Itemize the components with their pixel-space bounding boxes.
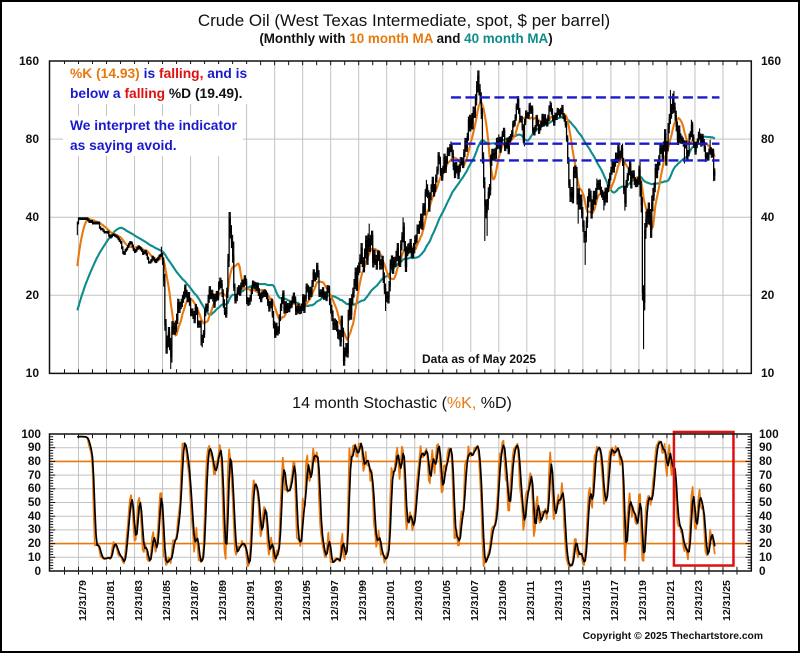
stoch-d-line — [77, 435, 716, 567]
x-axis-tick-label: 12/31/23 — [692, 580, 705, 621]
main-y-tick-label: 160 — [18, 54, 39, 68]
stoch-y-tick-label: 0 — [34, 563, 41, 578]
annotation-line: below a falling %D (19.49). — [70, 84, 247, 104]
annotation-line: %K (14.93) is falling, and is — [70, 64, 247, 84]
main-y-tick-label: 160 — [761, 54, 782, 68]
stoch-k-line — [77, 435, 716, 568]
main-y-tick-label: 40 — [761, 210, 775, 225]
stoch-y-tick-label: 60 — [759, 481, 773, 496]
stoch-y-tick-label: 70 — [759, 467, 773, 482]
chart-subtitle: (Monthly with 10 month MA and 40 month M… — [6, 31, 800, 46]
main-y-tick-label: 10 — [761, 366, 775, 381]
x-axis-tick-label: 12/31/91 — [244, 580, 257, 621]
chart-title: Crude Oil (West Texas Intermediate, spot… — [197, 11, 611, 30]
annotation-text-part: and is — [203, 66, 248, 81]
main-y-tick-label: 40 — [25, 210, 39, 225]
stoch-y-tick-label: 60 — [27, 481, 41, 496]
stoch-y-tick-label: 100 — [759, 426, 779, 441]
annotation-text-part: as saying avoid. — [70, 138, 177, 153]
annotation-text-part: We interpret the indicator — [70, 118, 237, 133]
x-axis-tick-label: 12/31/85 — [160, 580, 173, 621]
stoch-title-part: 14 month Stochastic ( — [292, 395, 447, 412]
annotation-text-part: falling, — [158, 66, 204, 81]
x-axis-tick-label: 12/31/99 — [356, 580, 369, 621]
annotation-text-part: is — [139, 66, 159, 81]
copyright-note: Copyright © 2025 Thechartstore.com — [582, 631, 763, 642]
recent-highlight-box — [672, 430, 735, 567]
x-axis-tick-label: 12/31/03 — [412, 580, 425, 621]
stoch-y-tick-label: 90 — [27, 440, 41, 455]
main-y-tick-label: 80 — [25, 132, 39, 147]
x-axis-tick-label: 12/31/01 — [384, 580, 397, 621]
stoch-y-tick-label: 20 — [27, 536, 41, 551]
annotation-text-part: %D (19.49). — [165, 86, 243, 101]
main-frame — [48, 60, 753, 375]
x-axis-tick-label: 12/31/07 — [468, 580, 481, 621]
stoch-y-tick-label: 80 — [27, 453, 41, 468]
price-range-bars — [76, 70, 716, 369]
main-y-tick-label: 10 — [25, 366, 39, 381]
stoch-y-tick-label: 0 — [759, 563, 766, 578]
annotation-text-part: falling — [124, 86, 166, 101]
x-axis-tick-label: 12/31/93 — [272, 580, 285, 621]
x-axis-tick-label: 12/31/15 — [580, 580, 593, 621]
stoch-y-tick-label: 30 — [27, 522, 41, 537]
x-axis-tick-label: 12/31/89 — [216, 580, 229, 621]
stoch-y-tick-label: 20 — [759, 536, 773, 551]
x-axis-tick-label: 12/31/13 — [552, 580, 565, 621]
chart-subtitle-part: 10 month MA — [349, 31, 433, 46]
x-axis-tick-label: 12/31/83 — [132, 580, 145, 621]
main-y-tick-label: 20 — [761, 288, 775, 303]
x-axis-tick-label: 12/31/17 — [608, 580, 621, 621]
interpretation-comment: We interpret the indicator as saying avoi… — [63, 116, 243, 156]
stoch-y-tick-label: 100 — [21, 426, 41, 441]
x-axis-tick-label: 12/31/21 — [664, 580, 677, 621]
annotation-text-part: below a — [70, 86, 125, 101]
x-axis-tick-label: 12/31/87 — [188, 580, 201, 621]
x-axis-tick-label: 12/31/09 — [496, 580, 509, 621]
x-axis-tick-label: 12/31/11 — [524, 580, 537, 621]
stoch-y-tick-label: 50 — [759, 495, 773, 509]
chart-subtitle-part: and — [432, 31, 465, 46]
stoch-y-tick-label: 10 — [27, 549, 41, 564]
stochastic-comment: %K (14.93) is falling, and is below a fal… — [63, 64, 254, 104]
stochastic-title: 14 month Stochastic (%K, %D) — [2, 395, 800, 413]
annotation-text-part: %K (14.93) — [70, 66, 140, 81]
stoch-y-tick-label: 80 — [759, 453, 773, 468]
x-axis-tick-label: 12/31/79 — [76, 580, 89, 621]
stoch-frame — [48, 433, 753, 572]
stoch-title-part: %D) — [476, 395, 512, 412]
x-axis-tick-label: 12/31/25 — [720, 580, 733, 621]
chart-subtitle-part: 40 month MA — [464, 31, 549, 46]
x-axis-tick-label: 12/31/81 — [104, 580, 117, 621]
stoch-y-tick-label: 50 — [27, 495, 41, 509]
stoch-title-part: %K, — [446, 395, 477, 412]
annotation-line: as saying avoid. — [70, 136, 237, 156]
stoch-y-tick-label: 30 — [759, 522, 773, 537]
stoch-y-tick-label: 90 — [759, 440, 773, 455]
stoch-y-tick-label: 40 — [27, 508, 41, 523]
chart-subtitle-part: (Monthly with — [259, 31, 350, 46]
chart-subtitle-part: ) — [548, 31, 553, 46]
x-axis-tick-label: 12/31/05 — [440, 580, 453, 621]
data-as-of-note: Data as of May 2025 — [419, 352, 540, 366]
x-axis-tick-label: 12/31/95 — [300, 580, 313, 621]
main-y-tick-label: 20 — [25, 288, 39, 303]
stoch-y-tick-label: 40 — [759, 508, 773, 523]
stoch-y-tick-label: 10 — [759, 549, 773, 564]
stoch-y-tick-label: 70 — [27, 467, 41, 482]
x-axis-tick-label: 12/31/19 — [636, 580, 649, 621]
annotation-line: We interpret the indicator — [70, 116, 237, 136]
x-axis-tick-label: 12/31/97 — [328, 580, 341, 621]
main-y-tick-label: 80 — [761, 132, 775, 147]
